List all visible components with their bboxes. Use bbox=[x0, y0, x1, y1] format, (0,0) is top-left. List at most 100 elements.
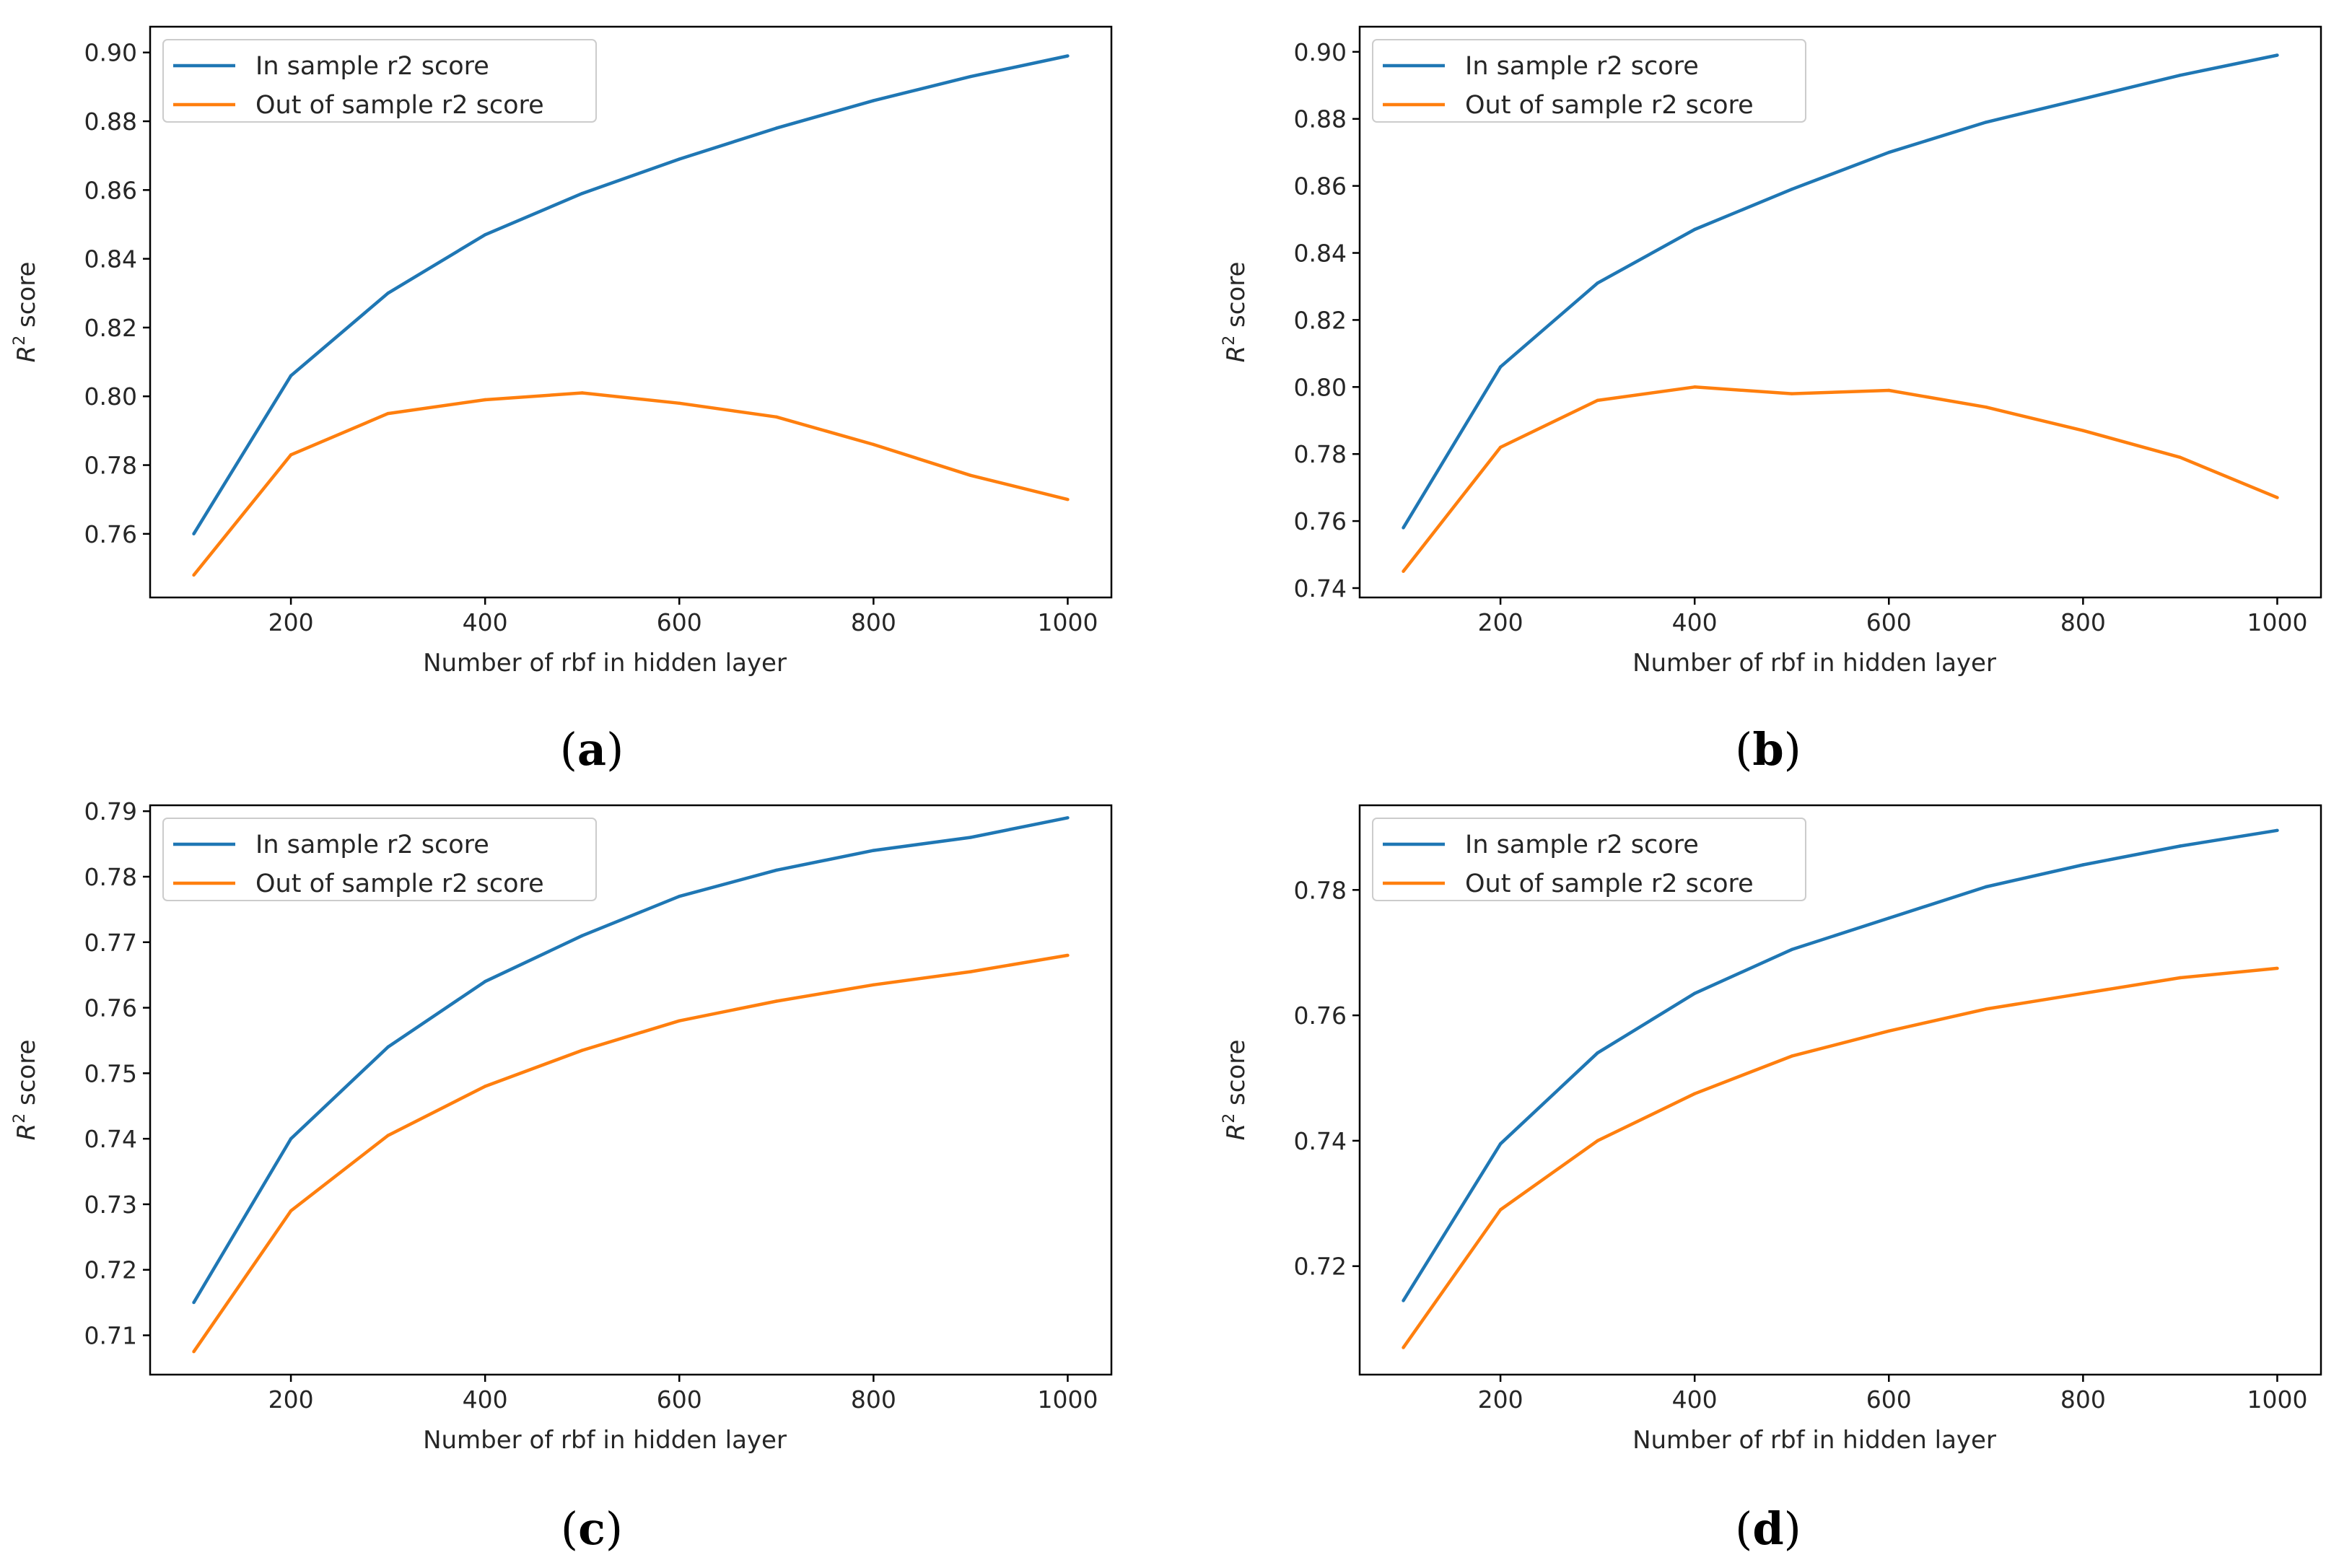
data-point-out-of-sample bbox=[1596, 398, 1599, 403]
caption-letter: a bbox=[577, 723, 606, 776]
data-point-in-sample bbox=[580, 934, 584, 937]
data-point-in-sample bbox=[1693, 227, 1697, 232]
legend-label-in-sample: In sample r2 score bbox=[255, 831, 489, 859]
y-axis-label-superscript: 2 bbox=[11, 1113, 29, 1124]
data-point-out-of-sample bbox=[1402, 569, 1405, 573]
data-point-out-of-sample bbox=[1066, 953, 1070, 958]
y-axis-label-rest: score bbox=[1222, 1040, 1251, 1113]
y-axis-label-superscript: 2 bbox=[11, 336, 29, 346]
chart-panel-c: 200 400 600 800 1000 0.71 0.72 0.73 0.74 0.75 0.76… bbox=[11, 797, 1113, 1555]
x-tick-label: 800 bbox=[2060, 1385, 2106, 1414]
data-point-out-of-sample bbox=[1790, 392, 1793, 395]
data-point-out-of-sample bbox=[872, 983, 875, 987]
data-point-in-sample bbox=[1984, 121, 1988, 124]
x-tick-label: 400 bbox=[463, 1385, 508, 1414]
y-tick-label: 0.84 bbox=[84, 245, 137, 273]
y-tick-label: 0.82 bbox=[84, 314, 137, 342]
data-point-out-of-sample bbox=[1984, 1007, 1988, 1011]
data-point-in-sample bbox=[386, 1045, 390, 1049]
caption-letter: c bbox=[578, 1502, 605, 1555]
data-point-in-sample bbox=[1402, 1299, 1405, 1302]
x-axis-label: Number of rbf in hidden layer bbox=[423, 1426, 787, 1455]
x-tick-label: 1000 bbox=[1037, 1385, 1098, 1414]
y-tick-label: 0.84 bbox=[1294, 240, 1347, 268]
data-point-in-sample bbox=[1596, 1051, 1599, 1055]
x-tick-label: 200 bbox=[1478, 608, 1523, 636]
data-point-in-sample bbox=[1498, 365, 1503, 369]
y-tick-label: 0.76 bbox=[84, 520, 137, 548]
legend-box bbox=[162, 39, 597, 123]
data-point-in-sample bbox=[678, 895, 681, 898]
data-point-out-of-sample bbox=[580, 1048, 584, 1052]
series-line-in-sample bbox=[1402, 828, 2278, 1302]
x-tick-label: 600 bbox=[657, 608, 702, 636]
legend-box bbox=[1372, 818, 1806, 901]
y-tick-label: 0.76 bbox=[84, 994, 137, 1022]
data-point-in-sample bbox=[192, 1300, 196, 1305]
data-point-in-sample bbox=[484, 233, 487, 237]
y-tick-label: 0.90 bbox=[1294, 38, 1347, 66]
data-point-out-of-sample bbox=[1402, 1346, 1405, 1349]
x-tick-label: 200 bbox=[1478, 1385, 1523, 1414]
x-tick-label: 400 bbox=[1672, 608, 1718, 636]
y-axis-label-base: R bbox=[1222, 346, 1251, 363]
data-point-in-sample bbox=[2178, 74, 2182, 77]
data-point-in-sample bbox=[2275, 53, 2279, 57]
x-axis-label: Number of rbf in hidden layer bbox=[1632, 649, 1996, 678]
x-tick-label: 800 bbox=[851, 1385, 896, 1414]
data-point-out-of-sample bbox=[484, 1085, 487, 1088]
series-line-out-of-sample bbox=[192, 391, 1069, 577]
x-tick-label: 200 bbox=[268, 608, 314, 636]
x-tick-label: 200 bbox=[268, 1385, 314, 1414]
y-axis-label-superscript: 2 bbox=[1220, 1113, 1238, 1124]
x-tick-label: 600 bbox=[1866, 1385, 1912, 1414]
legend-box bbox=[162, 818, 597, 901]
series-line-out-of-sample bbox=[1402, 966, 2278, 1349]
data-point-out-of-sample bbox=[2081, 991, 2085, 995]
data-point-in-sample bbox=[2081, 97, 2085, 101]
y-tick-label: 0.82 bbox=[1294, 306, 1347, 334]
data-point-in-sample bbox=[1693, 991, 1697, 995]
panel-caption: (d) bbox=[1735, 1502, 1801, 1555]
y-axis-label-base: R bbox=[12, 346, 41, 363]
data-point-out-of-sample bbox=[969, 970, 973, 973]
caption-letter: d bbox=[1752, 1502, 1783, 1555]
data-point-out-of-sample bbox=[289, 453, 293, 457]
caption-open: ( bbox=[1735, 1502, 1752, 1555]
data-point-out-of-sample bbox=[289, 1209, 293, 1213]
data-point-in-sample bbox=[1596, 281, 1599, 285]
data-point-in-sample bbox=[872, 849, 875, 852]
data-point-out-of-sample bbox=[2081, 429, 2085, 432]
y-tick-label: 0.86 bbox=[1294, 172, 1347, 201]
data-point-out-of-sample bbox=[2275, 496, 2279, 499]
data-point-out-of-sample bbox=[1693, 1092, 1697, 1095]
data-point-out-of-sample bbox=[1693, 385, 1697, 389]
data-point-out-of-sample bbox=[1066, 498, 1070, 502]
axes-frame bbox=[149, 25, 1113, 599]
y-axis-label-base: R bbox=[1222, 1124, 1251, 1141]
x-tick-label: 1000 bbox=[2247, 608, 2307, 636]
caption-open: ( bbox=[1735, 723, 1752, 776]
x-tick-label: 600 bbox=[657, 1385, 702, 1414]
data-point-out-of-sample bbox=[2178, 455, 2182, 459]
legend-label-in-sample: In sample r2 score bbox=[255, 52, 489, 81]
y-tick-label: 0.76 bbox=[1294, 1002, 1347, 1030]
panel-caption: (c) bbox=[561, 1502, 623, 1555]
chart-panel-b: 200 400 600 800 1000 0.74 0.76 0.78 0.80 0.82 0.84… bbox=[1220, 25, 2322, 776]
data-point-in-sample bbox=[1887, 151, 1891, 154]
y-tick-label: 0.77 bbox=[84, 929, 137, 957]
y-axis-label-rest: score bbox=[12, 262, 41, 336]
data-point-out-of-sample bbox=[1498, 445, 1503, 450]
y-tick-label: 0.76 bbox=[1294, 507, 1347, 535]
data-point-out-of-sample bbox=[1498, 1208, 1503, 1212]
data-point-out-of-sample bbox=[1887, 388, 1891, 393]
caption-open: ( bbox=[561, 1502, 578, 1555]
legend-label-out-of-sample: Out of sample r2 score bbox=[1465, 91, 1754, 120]
data-point-in-sample bbox=[1984, 885, 1988, 889]
data-point-out-of-sample bbox=[872, 442, 875, 447]
axes-frame bbox=[1358, 25, 2322, 599]
x-axis-label: Number of rbf in hidden layer bbox=[1632, 1426, 1996, 1455]
series-line-in-sample bbox=[1402, 53, 2278, 529]
caption-close: ) bbox=[1784, 723, 1801, 776]
data-point-in-sample bbox=[1498, 1142, 1503, 1146]
